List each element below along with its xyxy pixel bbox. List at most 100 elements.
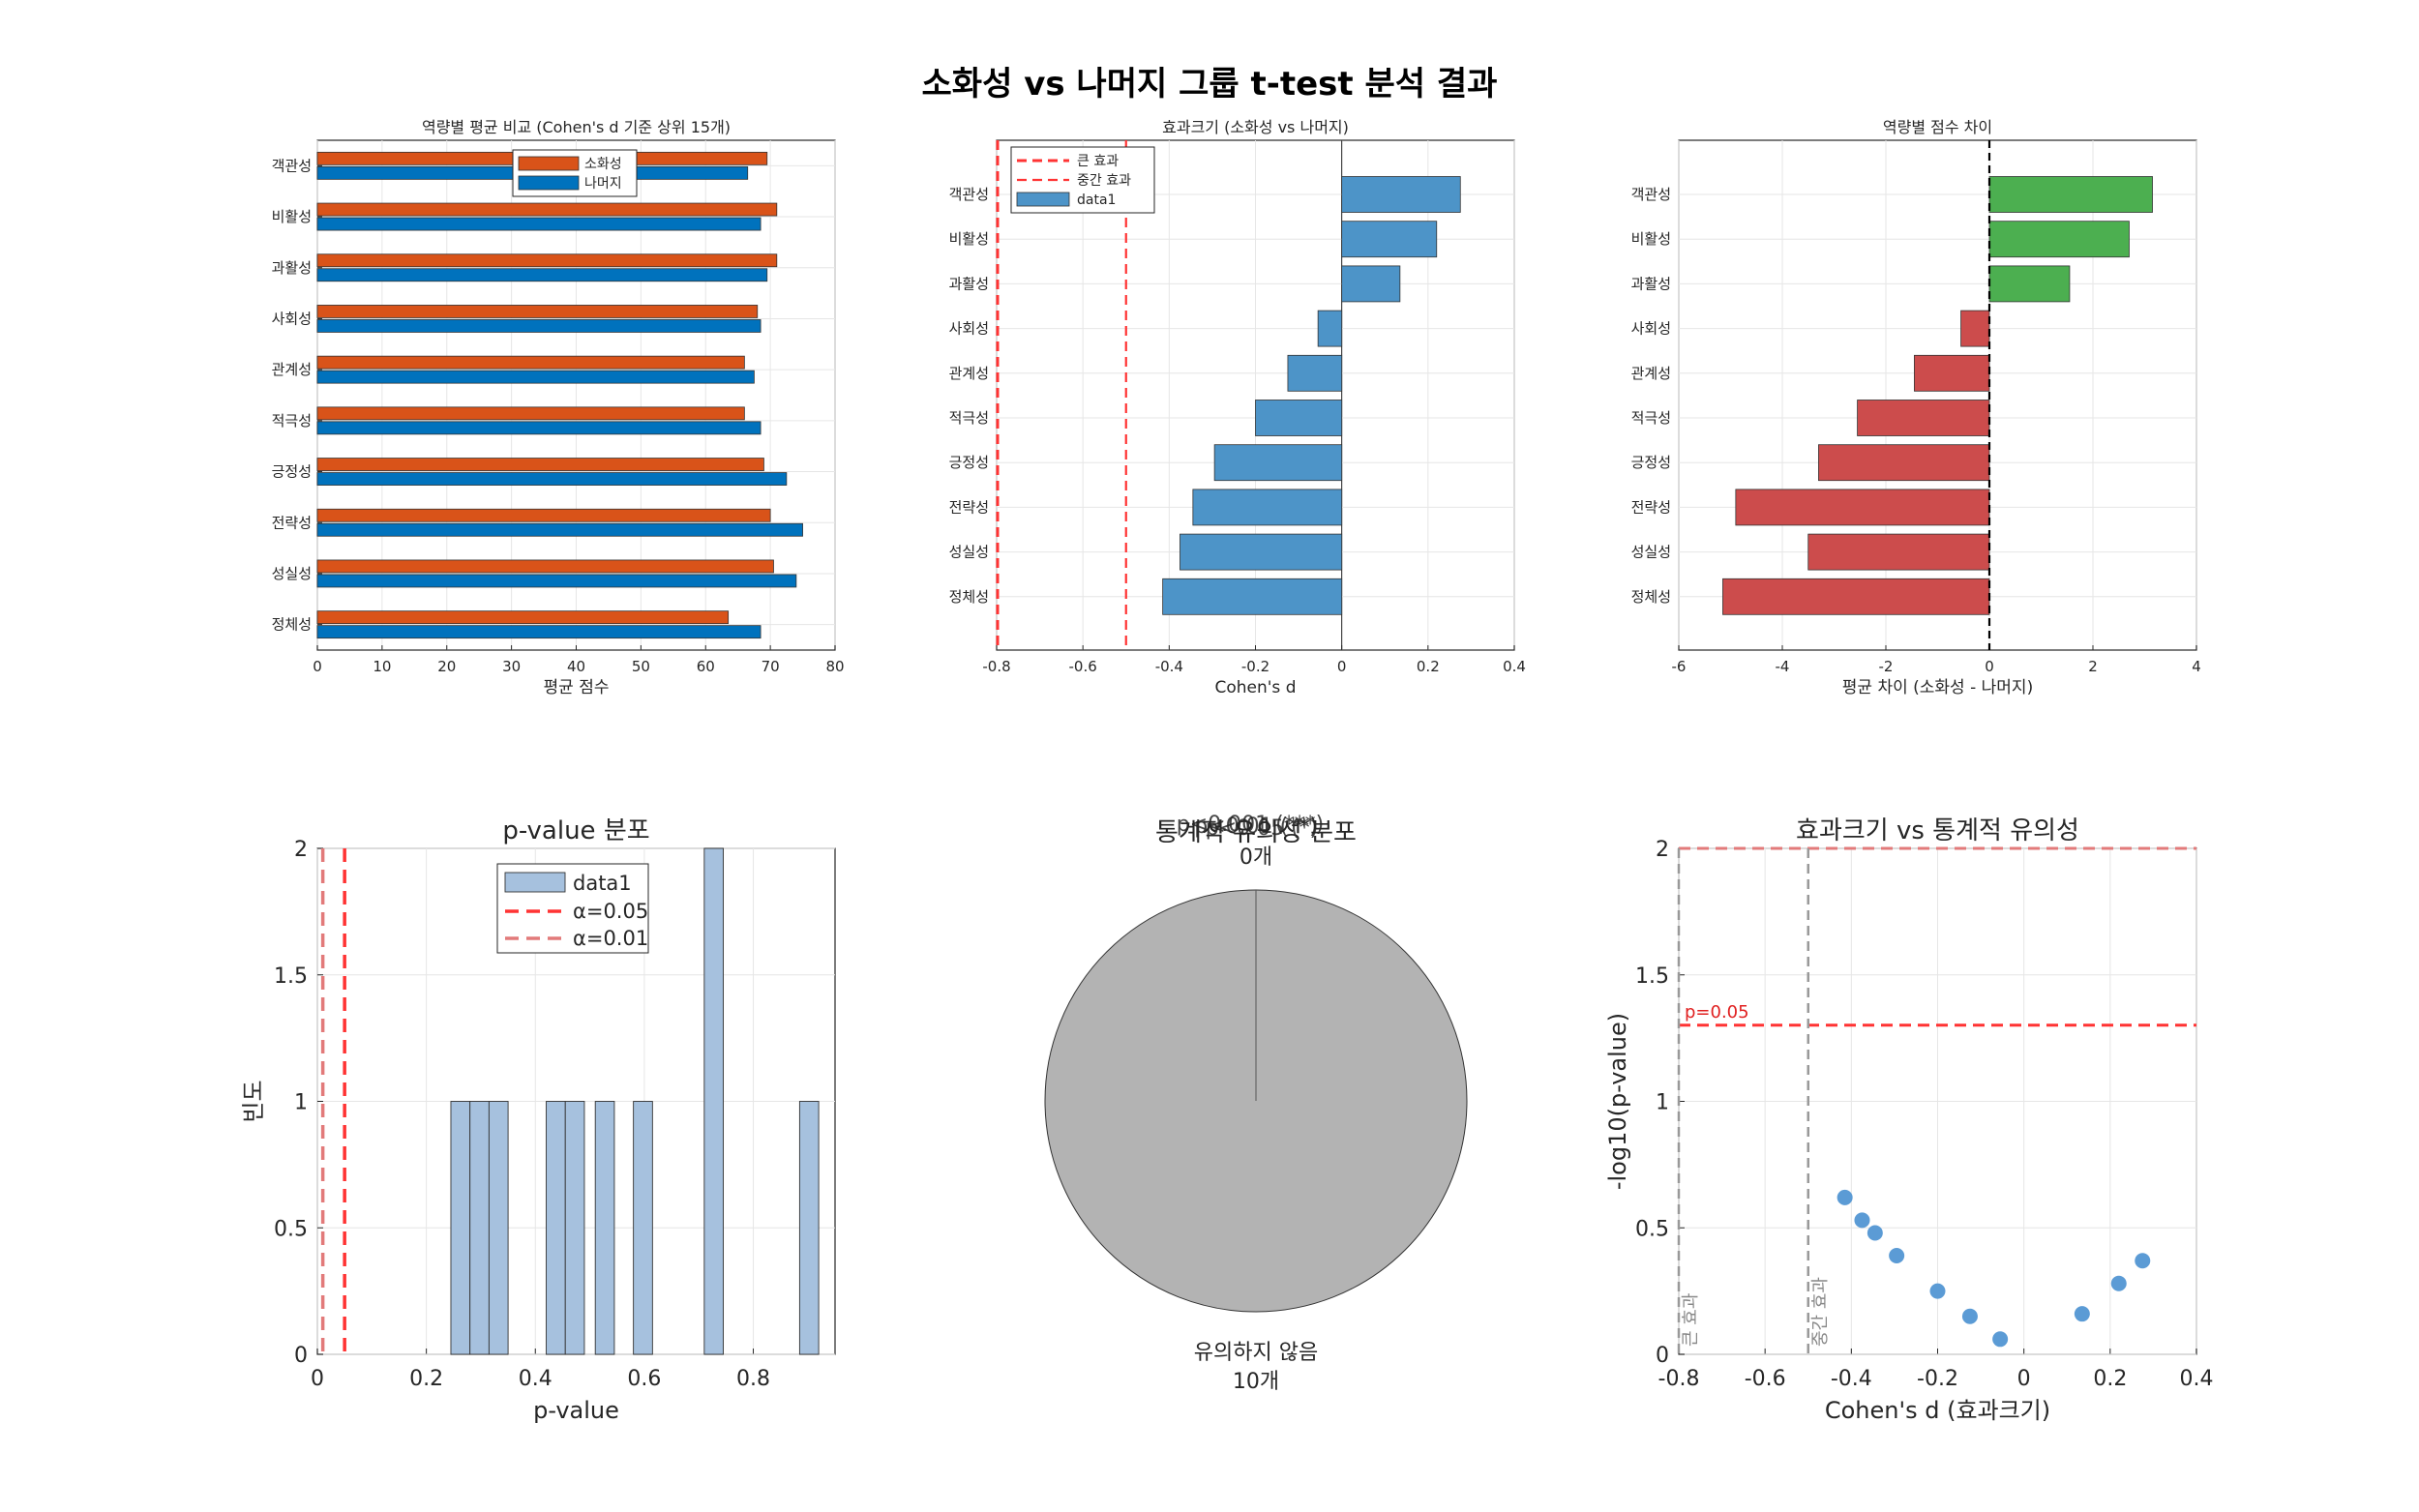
hist-x-tick-label: 0.4 [519, 1367, 552, 1391]
scatter-point [2074, 1306, 2090, 1322]
diff-bar-positive [1988, 176, 2153, 213]
scatter-ylabel: -log10(p-value) [1604, 1013, 1631, 1190]
hist-y-tick-label: 1.5 [274, 964, 308, 989]
hist-x-tick-label: 0.8 [736, 1367, 770, 1391]
mean-title: 역량별 평균 비교 (Cohen's d 기준 상위 15개) [422, 118, 731, 136]
effect-bar [1341, 176, 1461, 213]
hist-ylabel: 빈도 [240, 1080, 267, 1122]
mean-bar-rest [316, 421, 762, 435]
scatter-point [2135, 1253, 2151, 1269]
hist-legend-label-05: α=0.05 [573, 900, 648, 923]
effect-bar [1287, 354, 1343, 392]
pie-slice-label: 유의하지 않음 [1194, 1341, 1318, 1365]
scatter-point [1867, 1225, 1883, 1241]
mean-bar-sohwa [316, 610, 730, 625]
hist-legend-swatch-data [504, 872, 566, 893]
mean-bar-rest [316, 522, 803, 537]
effect-xlabel: Cohen's d [1214, 678, 1296, 697]
diff-bar-negative [1818, 444, 1990, 482]
mean-bar-rest [316, 319, 762, 333]
scatter-point [1889, 1248, 1905, 1264]
mean-y-tick-label: 사회성 [272, 310, 312, 327]
hist-y-tick-label: 1 [294, 1091, 308, 1115]
mean-legend-label-sohwa: 소화성 [584, 157, 622, 172]
effect-legend-label-large: 큰 효과 [1077, 154, 1119, 169]
hist-legend-label-data: data1 [573, 872, 632, 895]
diff-xlabel: 평균 차이 (소화성 - 나머지) [1842, 678, 2033, 697]
hist-title: p-value 분포 [502, 816, 649, 845]
scatter-point [1929, 1283, 1946, 1299]
diff-bar-negative [1807, 533, 1990, 571]
scatter-y-tick-label: 0 [1656, 1344, 1669, 1368]
diff-y-tick-label: 정체성 [1631, 588, 1671, 606]
mean-bar-rest [316, 472, 788, 486]
pie-zero-slice-label: p<0.001 (***) [1177, 813, 1325, 837]
effect-x-tick-label: 0.4 [1503, 658, 1526, 675]
scatter-x-tick-label: 0 [2017, 1367, 2031, 1391]
diff-bar-positive [1988, 265, 2071, 303]
effect-y-tick-label: 과활성 [949, 275, 989, 292]
mean-bar-sohwa [316, 406, 745, 421]
hist-x-tick-label: 0.2 [409, 1367, 443, 1391]
mean-y-tick-label: 성실성 [272, 565, 312, 582]
mean-bar-rest [316, 625, 762, 639]
mean-y-tick-label: 객관성 [272, 157, 312, 174]
effect-x-tick-label: 0.2 [1417, 658, 1440, 675]
pie-slice-count: 10개 [1233, 1370, 1279, 1394]
effect-bar [1192, 489, 1343, 526]
diff-y-tick-label: 비활성 [1631, 230, 1671, 248]
effect-y-tick-label: 관계성 [949, 365, 989, 382]
effect-y-tick-label: 전략성 [949, 498, 989, 516]
mean-xlabel: 평균 점수 [544, 678, 610, 697]
significance-pie-chart: 통계적 유의성 분포p<0.001 (***)p<0.01 (**)p<0.05… [1044, 813, 1468, 1394]
effect-bar [1317, 310, 1343, 347]
mean-x-tick-label: 0 [313, 658, 322, 675]
hist-y-tick-label: 0 [294, 1344, 308, 1368]
mean-bar-sohwa [316, 202, 778, 217]
effect-legend-label-medium: 중간 효과 [1077, 173, 1131, 189]
effect-bar [1255, 400, 1343, 436]
pie-zero-slice-label: p<0.05 (*) [1206, 816, 1319, 841]
scatter-point [1837, 1189, 1853, 1205]
mean-bar-rest [316, 268, 768, 282]
mean-bar-sohwa [316, 253, 778, 268]
mean-bar-rest [316, 574, 797, 588]
scatter-y-tick-label: 1.5 [1635, 964, 1669, 989]
diff-y-tick-label: 전략성 [1631, 498, 1671, 516]
pie-title: 통계적 유의성 분포 [1155, 818, 1357, 847]
scatter-title: 효과크기 vs 통계적 유의성 [1796, 816, 2079, 845]
mean-x-tick-label: 70 [762, 658, 780, 675]
effect-legend-label-data: data1 [1077, 193, 1116, 208]
effect-y-tick-label: 긍정성 [949, 454, 989, 471]
hist-x-tick-label: 0.6 [627, 1367, 661, 1391]
effect-vs-sig-chart: -0.8 -0.6 -0.4 -0.2 0 0.2 0.4 0 0.5 1 1.5 2 p=0.05 큰 … [1604, 816, 2214, 1424]
effect-title: 효과크기 (소화성 vs 나머지) [1162, 118, 1349, 136]
mean-bar-sohwa [316, 305, 759, 318]
effect-x-tick-label: -0.4 [1155, 658, 1183, 675]
scatter-point [2110, 1275, 2127, 1291]
diff-y-tick-label: 관계성 [1631, 365, 1671, 382]
mean-legend-swatch-sohwa [518, 156, 580, 171]
mean-x-tick-label: 40 [567, 658, 585, 675]
effect-size-chart: -0.8 -0.6 -0.4 -0.2 0 0.2 0.4 객관성비활성과활성사회성관계성적극… [949, 118, 1526, 697]
diff-bar-negative [1735, 489, 1990, 526]
effect-x-tick-label: -0.8 [982, 658, 1010, 675]
effect-y-tick-label: 비활성 [949, 230, 989, 248]
scatter-x-tick-label: -0.4 [1831, 1367, 1872, 1391]
mean-x-tick-label: 20 [437, 658, 456, 675]
diff-bar-negative [1722, 578, 1990, 615]
mean-y-tick-label: 과활성 [272, 259, 312, 277]
scatter-x-tick-label: -0.2 [1917, 1367, 1958, 1391]
mean-y-tick-label: 비활성 [272, 208, 312, 225]
diff-x-tick-label: 0 [1985, 658, 1994, 675]
mean-bar-rest [316, 217, 762, 231]
hist-bar [546, 1101, 566, 1355]
effect-x-tick-label: -0.6 [1069, 658, 1097, 675]
hist-bar [594, 1101, 615, 1355]
diff-y-tick-label: 객관성 [1631, 186, 1671, 203]
diff-x-tick-label: -4 [1776, 658, 1790, 675]
mean-bar-sohwa [316, 458, 764, 471]
diff-y-tick-label: 적극성 [1631, 409, 1671, 427]
